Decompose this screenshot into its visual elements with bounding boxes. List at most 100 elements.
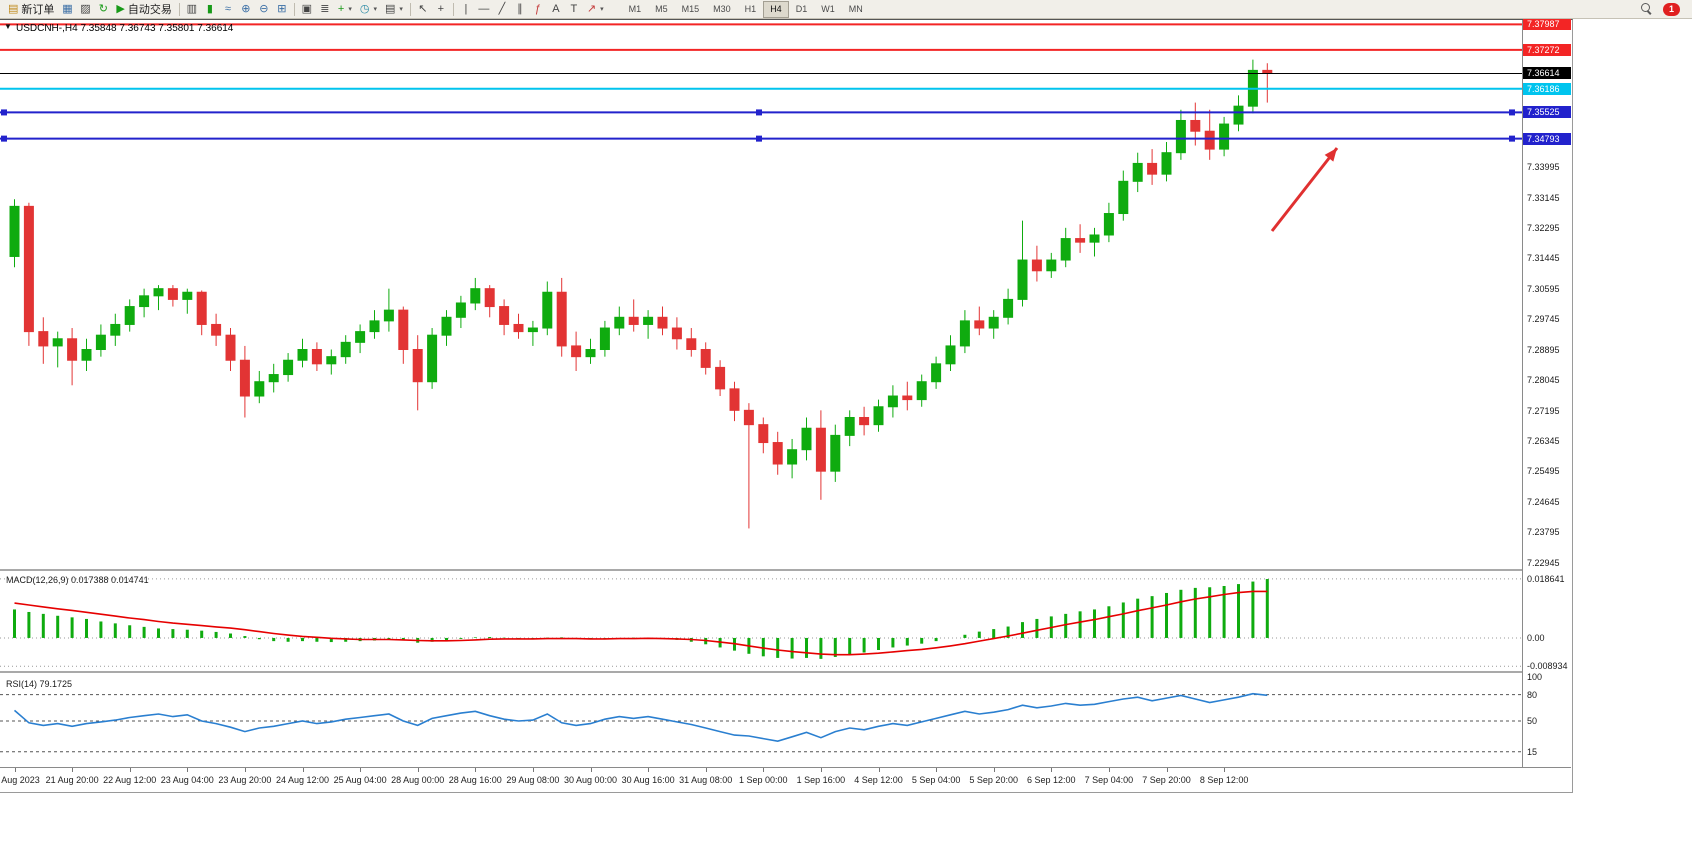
profiles-icon[interactable]: ▨ <box>80 3 91 15</box>
new-order-icon: ▤ <box>8 3 19 15</box>
line-chart-icon[interactable]: ≈ <box>224 3 231 15</box>
price-axis-label: 7.25495 <box>1527 466 1560 477</box>
vertical-line-icon[interactable]: | <box>464 3 468 15</box>
rsi-scale-label: 80 <box>1527 689 1538 700</box>
macd-scale-label: -0.008934 <box>1527 661 1568 672</box>
zoom-in-icon[interactable]: ⊕ <box>241 3 251 15</box>
time-axis-label: 23 Aug 20:00 <box>218 775 272 785</box>
add-indicator-icon: + <box>337 3 345 15</box>
time-tick <box>993 768 995 772</box>
timeframe-w1[interactable]: W1 <box>821 3 835 14</box>
chart-window: ▼ USDCNH-,H4 7.35848 7.36743 7.35801 7.3… <box>0 18 1573 793</box>
trendline-icon[interactable]: ╱ <box>498 3 506 15</box>
line-handle[interactable] <box>1509 109 1515 116</box>
main-chart-canvas[interactable] <box>0 20 1522 568</box>
time-axis-label: 6 Sep 12:00 <box>1027 775 1076 785</box>
chart-menu-icon[interactable]: ▼ <box>4 22 12 31</box>
timeframe-m30[interactable]: M30 <box>713 3 731 14</box>
price-axis-label: 7.27195 <box>1527 405 1560 416</box>
clock-icon: ◷ <box>359 3 370 15</box>
toolbar-right: 1 <box>1641 2 1688 16</box>
rsi-label: RSI(14) 79.1725 <box>6 679 73 689</box>
price-tag: 7.37987 <box>1523 18 1571 31</box>
timeframe-h4[interactable]: H4 <box>763 0 789 18</box>
time-axis-label: 28 Aug 16:00 <box>448 775 502 785</box>
time-tick <box>187 768 189 772</box>
horizontal-line-icon[interactable]: — <box>478 3 490 15</box>
chevron-down-icon: ▾ <box>600 6 604 13</box>
time-tick <box>705 768 707 772</box>
text-label-icon[interactable]: T <box>570 3 578 15</box>
line-handle[interactable] <box>1 109 7 116</box>
new-order-button[interactable]: ▤ 新订单 <box>4 1 58 17</box>
timeframe-m5[interactable]: M5 <box>655 3 668 14</box>
time-tick <box>532 768 534 772</box>
text-icon[interactable]: A <box>552 3 560 15</box>
periods-dropdown[interactable]: ◷ ▾ <box>356 1 381 17</box>
time-axis-label: 21 Aug 20:00 <box>45 775 99 785</box>
time-tick <box>878 768 880 772</box>
timeframe-h1[interactable]: H1 <box>744 3 757 14</box>
fibonacci-icon[interactable]: ƒ <box>534 3 541 15</box>
chevron-down-icon: ▾ <box>373 6 377 13</box>
time-axis-label: 5 Sep 20:00 <box>969 775 1018 785</box>
macd-canvas[interactable] <box>0 573 1522 669</box>
macd-label: MACD(12,26,9) 0.017388 0.014741 <box>6 575 149 585</box>
rsi-canvas[interactable] <box>0 677 1522 765</box>
bar-chart-icon[interactable]: ▥ <box>186 3 198 15</box>
macd-scale-label: 0.00 <box>1527 632 1545 643</box>
new-chart-icon[interactable]: ▦ <box>62 3 73 15</box>
time-axis-label: 25 Aug 04:00 <box>333 775 387 785</box>
arrows-dropdown[interactable]: ↗ ▾ <box>583 1 608 17</box>
candlestick-chart-icon[interactable]: ▮ <box>206 3 213 15</box>
time-axis-label: 31 Aug 08:00 <box>679 775 733 785</box>
time-axis-label: 7 Sep 20:00 <box>1142 775 1191 785</box>
time-axis-label: 24 Aug 12:00 <box>275 775 330 785</box>
channel-icon[interactable]: ∥ <box>517 3 523 15</box>
autotrading-button[interactable]: ▶ 自动交易 <box>112 1 175 17</box>
time-tick <box>648 768 650 772</box>
timeframe-mn[interactable]: MN <box>848 3 863 14</box>
macd-signal-line <box>14 590 1268 656</box>
cursor-icon[interactable]: ↖ <box>418 3 428 15</box>
line-handle[interactable] <box>756 109 762 116</box>
toolbar-separator <box>452 2 454 16</box>
timeframe-m1[interactable]: M1 <box>628 3 642 14</box>
rsi-scale-label: 15 <box>1527 746 1538 757</box>
macd-scale-label: 0.018641 <box>1527 573 1565 584</box>
crosshair-icon[interactable]: + <box>437 3 445 15</box>
price-axis[interactable]: 7.37987 7.37272 7.36614 7.36186 7.35525 7.347… <box>1522 18 1571 767</box>
zoom-out-icon[interactable]: ⊖ <box>259 3 269 15</box>
price-axis-label: 7.31445 <box>1527 253 1560 264</box>
price-axis-label: 7.32295 <box>1527 223 1560 233</box>
add-indicator-dropdown[interactable]: + ▾ <box>334 1 356 17</box>
template-icon: ▤ <box>384 3 396 15</box>
time-tick <box>1166 768 1168 772</box>
time-axis-label: 21 Aug 2023 <box>0 775 40 785</box>
new-window-icon[interactable]: ▣ <box>301 3 313 15</box>
time-axis-label: 8 Sep 12:00 <box>1199 775 1249 785</box>
panel-separator[interactable] <box>0 569 1571 571</box>
line-handle[interactable] <box>1509 135 1515 142</box>
time-axis-label: 4 Sep 12:00 <box>854 775 903 785</box>
price-axis-label: 7.28895 <box>1527 344 1560 355</box>
notification-badge[interactable]: 1 <box>1663 2 1680 16</box>
refresh-icon[interactable]: ↻ <box>98 3 109 15</box>
indicator-list-icon[interactable]: ≣ <box>320 3 330 15</box>
price-tag: 7.36614 <box>1523 67 1571 80</box>
search-icon[interactable] <box>1641 3 1653 15</box>
timeframe-m15[interactable]: M15 <box>681 3 700 14</box>
panel-separator[interactable] <box>0 671 1571 673</box>
price-axis-label: 7.28045 <box>1527 375 1560 386</box>
line-handle[interactable] <box>1 135 7 142</box>
templates-dropdown[interactable]: ▤ ▾ <box>381 1 407 17</box>
time-axis-label: 30 Aug 00:00 <box>563 775 618 785</box>
arrow-annotation[interactable] <box>1270 147 1339 232</box>
price-tag: 7.36186 <box>1523 82 1571 95</box>
tile-windows-icon[interactable]: ⊞ <box>277 3 287 15</box>
line-handle[interactable] <box>756 135 762 142</box>
time-tick <box>72 768 74 772</box>
timeframe-d1[interactable]: D1 <box>795 3 808 14</box>
time-tick <box>936 768 938 772</box>
